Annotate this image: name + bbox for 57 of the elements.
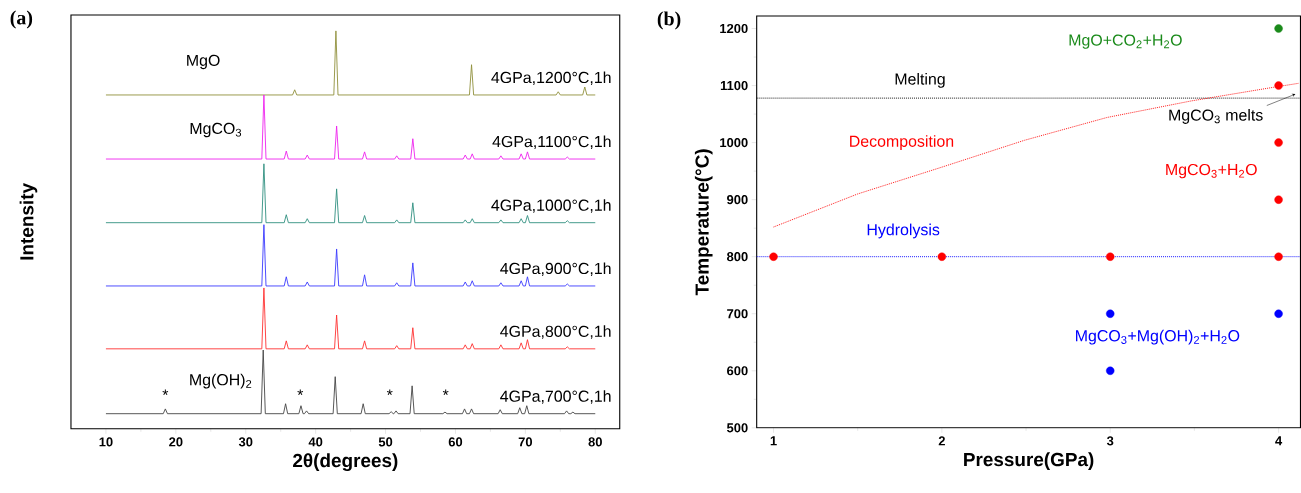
series-label: 4GPa,1200°C,1h — [491, 71, 611, 86]
annotation: * — [297, 389, 304, 396]
point — [1274, 195, 1283, 204]
x-tick-label: 20 — [169, 437, 183, 447]
x-tick-label: 30 — [238, 437, 253, 447]
y-axis-title: Intensity — [19, 183, 38, 260]
point — [937, 252, 947, 261]
annotation: MgO — [187, 54, 220, 70]
y-tick-label: 1200 — [720, 24, 748, 34]
annotation: MgCO$_{3}$ melts — [1169, 109, 1263, 125]
series-label: 4GPa,1100°C,1h — [492, 135, 611, 150]
x-tick-label: 4 — [1275, 436, 1283, 446]
text: MgCO$_{3}$+Mg(OH)$_{2}$+H$_{2}$O — [1076, 329, 1240, 345]
point — [769, 252, 778, 261]
point — [1106, 309, 1115, 319]
text: MgO+CO$_{2}$+H$_{2}$O — [1069, 34, 1182, 49]
annotation: * — [442, 389, 449, 396]
point — [1274, 24, 1283, 33]
x-axis-title: 2θ(degrees) — [293, 453, 398, 472]
point — [1274, 309, 1283, 319]
y-tick-label: 1100 — [720, 81, 748, 91]
series-label: 4GPa,800°C,1h — [500, 325, 611, 339]
chart-title: (a) — [10, 10, 33, 29]
annotation: MgCO$_{3}$ — [190, 122, 242, 138]
x-tick-label: 50 — [378, 437, 393, 447]
ref-line-label: Hydrolysis — [867, 223, 940, 239]
y-tick-label: 800 — [726, 252, 748, 262]
x-tick-label: 80 — [588, 437, 602, 447]
y-tick-label: 600 — [727, 366, 748, 376]
x-tick-label: 3 — [1106, 436, 1114, 446]
annotation: Mg(OH)$_{2}$ — [190, 373, 252, 389]
point — [1274, 138, 1283, 147]
y-tick-label: 1000 — [720, 138, 748, 148]
series-label: 4GPa,700°C,1h — [500, 390, 611, 404]
ref-line-label: Melting — [895, 73, 945, 88]
series-label: 4GPa,1000°C,1h — [491, 199, 611, 213]
x-tick-label: 60 — [448, 437, 463, 447]
y-axis-title: Temperature(°C) — [694, 149, 713, 296]
x-tick-label: 70 — [518, 437, 533, 447]
point — [1274, 81, 1283, 90]
series-label: Decomposition — [850, 135, 954, 151]
y-tick-label: 700 — [727, 309, 748, 319]
point — [1274, 252, 1283, 261]
x-tick-label: 2 — [938, 436, 945, 446]
annotation: * — [162, 389, 169, 396]
x-tick-label: 40 — [308, 437, 323, 447]
x-tick-label: 10 — [99, 437, 113, 447]
point — [1106, 252, 1115, 261]
point — [1106, 366, 1115, 376]
annotation: * — [386, 389, 393, 396]
y-tick-label: 500 — [726, 423, 748, 433]
y-tick-label: 900 — [727, 195, 748, 205]
chart-title: (b) — [657, 11, 681, 30]
series-label: MgCO$_{3}$+H$_{2}$O — [1166, 164, 1257, 179]
x-axis-title: Pressure(GPa) — [964, 452, 1094, 471]
x-tick-label: 1 — [770, 436, 777, 446]
series-label: 4GPa,900°C,1h — [500, 262, 611, 277]
